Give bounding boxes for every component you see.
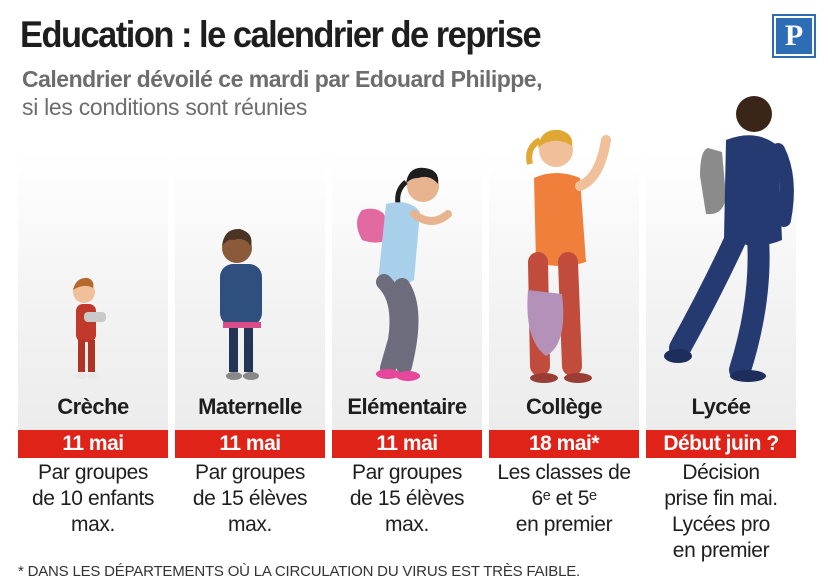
level-label-creche: Crèche (57, 394, 129, 419)
page-title: Education : le calendrier de reprise (20, 14, 542, 55)
le-parisien-logo: P (772, 14, 816, 58)
subtitle-line-1: Calendrier dévoilé ce mardi par Edouard … (22, 66, 543, 92)
level-label-elementaire: Elémentaire (347, 394, 467, 419)
date-badge-maternelle: 11 mai (175, 430, 325, 458)
level-label-maternelle: Maternelle (198, 394, 302, 419)
date-badge-elementaire: 11 mai (332, 430, 482, 458)
note-line: prise fin mai. (664, 487, 778, 510)
note-line: en premier (672, 539, 770, 562)
note-line: Par groupes (194, 461, 305, 484)
note-line: Par groupes (37, 461, 148, 484)
high-schooler-illustration (664, 96, 794, 382)
schoolgirl-illustration (357, 167, 452, 381)
note-line: Par groupes (351, 461, 462, 484)
note-line: Les classes de (497, 461, 631, 484)
level-label-lycee: Lycée (691, 394, 751, 419)
footnote: * DANS LES DÉPARTEMENTS OÙ LA CIRCULATIO… (18, 563, 581, 580)
logo-letter: P (784, 19, 804, 52)
teen-girl-illustration (526, 129, 611, 383)
note-creche: Par groupes de 10 enfants max. (18, 460, 168, 538)
note-maternelle: Par groupes de 15 élèves max. (175, 460, 325, 538)
note-college: Les classes de 6ᵉ et 5ᵉ en premier (489, 460, 639, 538)
note-line: max. (71, 513, 115, 536)
level-label-college: Collège (526, 394, 602, 419)
note-lycee: Décision prise fin mai. Lycées pro en pr… (646, 460, 796, 564)
note-elementaire: Par groupes de 15 élèves max. (332, 460, 482, 538)
note-line: max. (385, 513, 429, 536)
date-badge-college: 18 mai* (489, 430, 639, 458)
subtitle-line-2: si les conditions sont réunies (22, 94, 308, 120)
note-line: de 15 élèves (192, 487, 308, 510)
toddler-illustration (73, 277, 106, 379)
note-line: Décision (682, 461, 760, 484)
note-line: de 15 élèves (349, 487, 465, 510)
note-line: max. (228, 513, 272, 536)
note-line: 6ᵉ et 5ᵉ (531, 487, 597, 510)
note-line: en premier (515, 513, 613, 536)
date-badge-lycee: Début juin ? (646, 430, 796, 458)
preschooler-illustration (220, 228, 262, 380)
note-line: Lycées pro (672, 513, 770, 536)
date-badge-creche: 11 mai (18, 430, 168, 458)
note-line: de 10 enfants (31, 487, 155, 510)
